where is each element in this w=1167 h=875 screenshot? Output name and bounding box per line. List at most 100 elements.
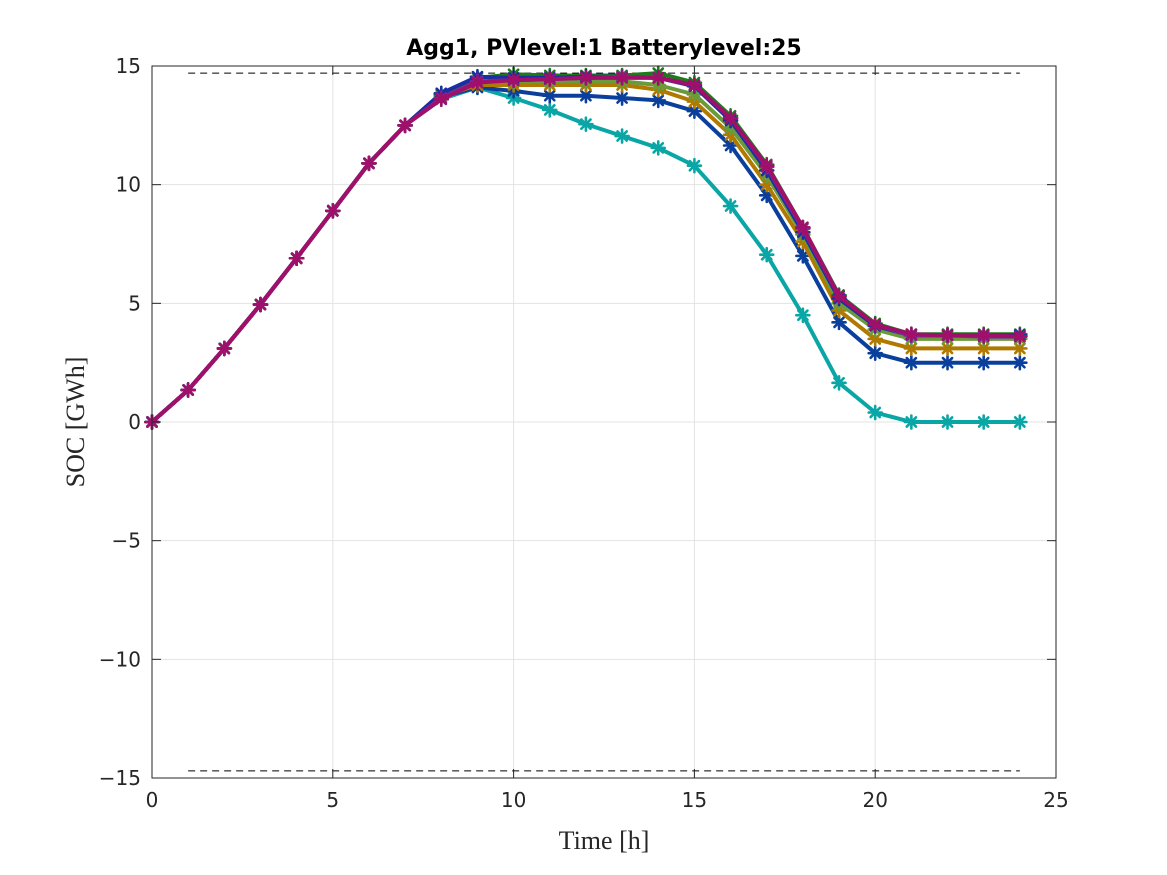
- marker-stroke: [1013, 330, 1026, 343]
- marker-stroke: [543, 73, 556, 85]
- marker-stroke: [833, 290, 845, 303]
- marker-stroke: [688, 159, 701, 172]
- y-tick-label: 5: [128, 291, 141, 315]
- y-axis-label: SOC [GWh]: [61, 357, 90, 488]
- marker-stroke: [616, 130, 628, 142]
- marker-stroke: [941, 342, 954, 355]
- data-point-marker: [686, 77, 703, 93]
- data-point-marker: [903, 354, 920, 371]
- data-point-marker: [1012, 340, 1028, 357]
- data-point-marker: [795, 248, 811, 264]
- x-tick-label: 20: [862, 788, 887, 812]
- tick-layer: 0 5 10 15 20 25 −15 −10 −5 0 5 10 15: [99, 54, 1069, 812]
- data-point-marker: [324, 202, 341, 219]
- marker-stroke: [688, 105, 701, 117]
- marker-stroke: [543, 104, 556, 116]
- marker-stroke: [869, 333, 882, 345]
- marker-stroke: [977, 416, 990, 428]
- data-point-marker: [361, 155, 377, 172]
- data-point-marker: [939, 354, 956, 371]
- x-axis-label: Time [h]: [559, 826, 650, 855]
- marker-stroke: [869, 318, 882, 331]
- data-point-marker: [831, 375, 847, 391]
- data-point-marker: [505, 72, 522, 89]
- marker-stroke: [543, 89, 556, 102]
- data-point-marker: [758, 246, 775, 263]
- data-point-marker: [722, 110, 739, 127]
- data-point-marker: [650, 70, 667, 86]
- marker-stroke: [580, 89, 592, 102]
- data-point-marker: [541, 102, 558, 118]
- marker-stroke: [1013, 356, 1026, 369]
- marker-stroke: [905, 328, 918, 341]
- data-point-marker: [867, 404, 884, 421]
- y-tick-label: −15: [99, 766, 141, 790]
- data-point-marker: [397, 117, 413, 134]
- marker-stroke: [1013, 416, 1026, 428]
- y-tick-label: 15: [116, 54, 141, 78]
- data-point-marker: [578, 70, 594, 86]
- marker-stroke: [616, 92, 628, 104]
- data-point-marker: [288, 250, 305, 267]
- data-point-marker: [831, 288, 847, 305]
- marker-stroke: [760, 159, 773, 172]
- marker-stroke: [724, 139, 737, 152]
- data-point-marker: [252, 296, 269, 313]
- x-tick-label: 10: [501, 788, 526, 812]
- data-point-marker: [939, 414, 956, 430]
- y-tick-label: 0: [128, 410, 141, 434]
- x-tick-label: 0: [146, 788, 159, 812]
- marker-stroke: [507, 74, 520, 87]
- bounds-layer: [188, 72, 1020, 772]
- marker-stroke: [977, 329, 990, 342]
- marker-stroke: [977, 356, 990, 369]
- data-point-marker: [903, 326, 920, 342]
- data-point-marker: [614, 128, 630, 144]
- data-point-marker: [180, 382, 196, 398]
- marker-stroke: [760, 248, 773, 261]
- y-tick-label: −5: [112, 529, 141, 553]
- data-point-marker: [975, 414, 992, 430]
- marker-stroke: [724, 112, 737, 125]
- data-point-marker: [722, 198, 739, 214]
- data-point-marker: [975, 327, 992, 344]
- marker-stroke: [941, 356, 954, 369]
- marker-stroke: [652, 71, 665, 84]
- x-tick-label: 5: [326, 788, 339, 812]
- data-point-marker: [614, 70, 630, 86]
- data-point-marker: [578, 116, 594, 132]
- data-point-marker: [975, 354, 992, 371]
- data-point-marker: [1012, 414, 1028, 430]
- data-point-marker: [433, 91, 450, 108]
- data-point-marker: [216, 340, 233, 357]
- marker-stroke: [326, 204, 339, 217]
- y-tick-label: −10: [99, 647, 141, 671]
- marker-stroke: [580, 71, 592, 84]
- data-point-marker: [867, 345, 884, 361]
- marker-stroke: [1013, 342, 1026, 355]
- marker-stroke: [977, 342, 990, 355]
- data-point-marker: [867, 316, 884, 333]
- marker-stroke: [796, 249, 809, 262]
- data-point-marker: [795, 219, 811, 236]
- data-point-marker: [903, 414, 920, 430]
- data-point-marker: [650, 140, 667, 156]
- marker-stroke: [652, 94, 665, 107]
- data-point-marker: [686, 157, 703, 174]
- marker-stroke: [796, 309, 809, 322]
- marker-stroke: [290, 252, 303, 265]
- marker-stroke: [580, 118, 592, 131]
- data-point-marker: [939, 340, 956, 357]
- series-layer: [144, 65, 1028, 430]
- data-point-marker: [1012, 354, 1028, 371]
- marker-stroke: [471, 76, 484, 89]
- x-tick-label: 15: [682, 788, 707, 812]
- y-tick-label: 10: [116, 173, 141, 197]
- marker-stroke: [905, 356, 918, 369]
- marker-stroke: [399, 119, 412, 132]
- marker-stroke: [182, 384, 195, 396]
- marker-stroke: [869, 347, 882, 360]
- marker-stroke: [796, 221, 809, 234]
- data-point-marker: [758, 157, 775, 174]
- marker-stroke: [435, 93, 448, 106]
